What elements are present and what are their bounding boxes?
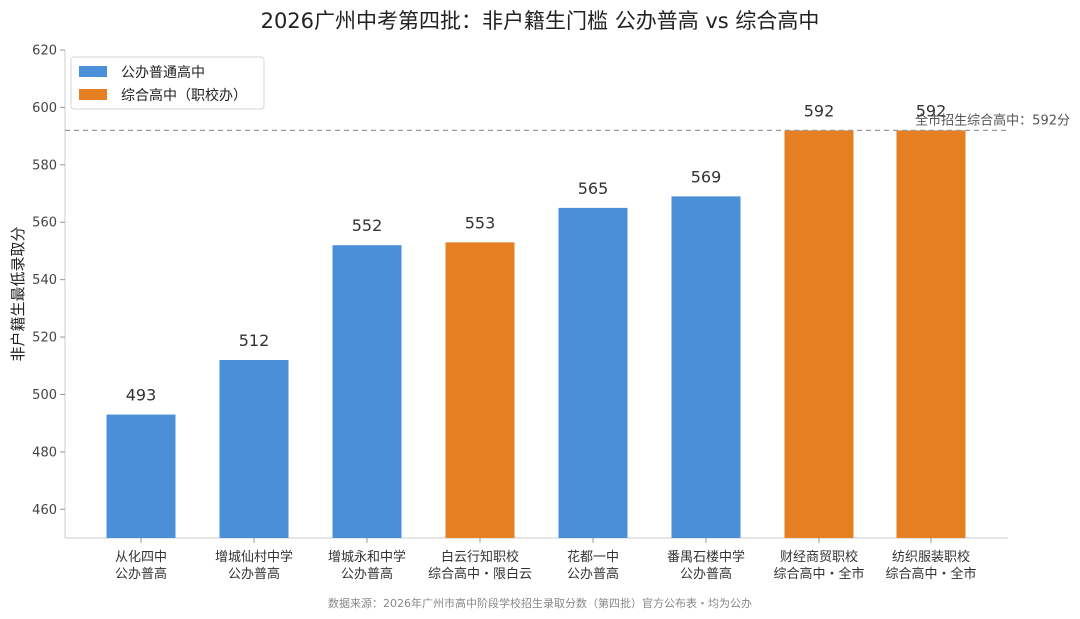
legend-label-comprehensive: 综合高中（职校办） <box>121 87 247 104</box>
x-tick-sublabel: 综合高中・全市 <box>885 566 976 582</box>
x-ticks: 从化四中公办普高增城仙村中学公办普高增城永和中学公办普高白云行知职校综合高中・限… <box>115 538 977 582</box>
x-tick-label: 财经商贸职校 <box>780 549 858 565</box>
data-label: 512 <box>239 331 270 350</box>
legend-swatch-public <box>79 66 107 77</box>
y-tick-label: 580 <box>32 158 57 173</box>
bar <box>106 414 176 538</box>
legend: 公办普通高中 综合高中（职校办） <box>70 56 265 110</box>
data-label: 493 <box>126 386 157 405</box>
y-tick-label: 520 <box>32 331 57 346</box>
y-tick-label: 620 <box>32 44 57 59</box>
legend-box <box>70 56 265 110</box>
bar <box>332 245 402 538</box>
reference-line-label: 全市招生综合高中：592分 <box>915 112 1070 128</box>
x-tick-label: 增城仙村中学 <box>215 549 293 565</box>
y-axis-label: 非户籍生最低录取分 <box>9 226 27 361</box>
bar <box>445 242 515 538</box>
x-tick-sublabel: 公办普高 <box>567 566 619 582</box>
y-tick-label: 480 <box>32 445 57 460</box>
y-ticks: 460 480 500 520 540 560 580 600 620 <box>32 44 65 518</box>
x-tick-sublabel: 综合高中・限白云 <box>428 566 532 582</box>
y-tick-label: 560 <box>32 216 57 231</box>
chart-title: 2026广州中考第四批：非户籍生门槛 公办普高 vs 综合高中 <box>261 9 820 33</box>
y-tick-label: 500 <box>32 388 57 403</box>
bar <box>784 130 854 538</box>
data-label: 592 <box>804 101 835 120</box>
data-label: 569 <box>691 167 722 186</box>
bar <box>219 360 289 538</box>
y-tick-label: 540 <box>32 273 57 288</box>
data-label: 552 <box>352 216 383 235</box>
x-tick-label: 花都一中 <box>567 549 619 565</box>
x-tick-label: 从化四中 <box>115 550 167 565</box>
x-tick-label: 纺织服装职校 <box>892 549 970 565</box>
data-label: 592 <box>916 101 947 120</box>
y-tick-label: 460 <box>32 503 57 518</box>
x-tick-label: 白云行知职校 <box>441 549 519 565</box>
data-labels: 493 512 552 553 565 569 592 592 <box>126 101 947 404</box>
bar <box>558 207 628 538</box>
y-tick-label: 600 <box>32 101 57 116</box>
source-note: 数据来源：2026年广州市高中阶段学校招生录取分数（第四批）官方公布表・均为公办 <box>328 596 752 610</box>
data-label: 553 <box>465 213 496 232</box>
x-tick-sublabel: 公办普高 <box>228 566 280 582</box>
data-label: 565 <box>578 179 609 198</box>
x-tick-sublabel: 公办普高 <box>341 566 393 582</box>
bars <box>106 130 966 538</box>
bar <box>671 196 741 538</box>
legend-swatch-comprehensive <box>79 89 107 100</box>
x-tick-label: 番禺石楼中学 <box>667 549 745 565</box>
x-tick-sublabel: 公办普高 <box>115 566 167 582</box>
x-tick-label: 增城永和中学 <box>328 549 406 565</box>
legend-label-public: 公办普通高中 <box>121 64 205 81</box>
x-tick-sublabel: 综合高中・全市 <box>773 566 864 582</box>
x-tick-sublabel: 公办普高 <box>680 566 732 582</box>
bar <box>896 130 966 538</box>
